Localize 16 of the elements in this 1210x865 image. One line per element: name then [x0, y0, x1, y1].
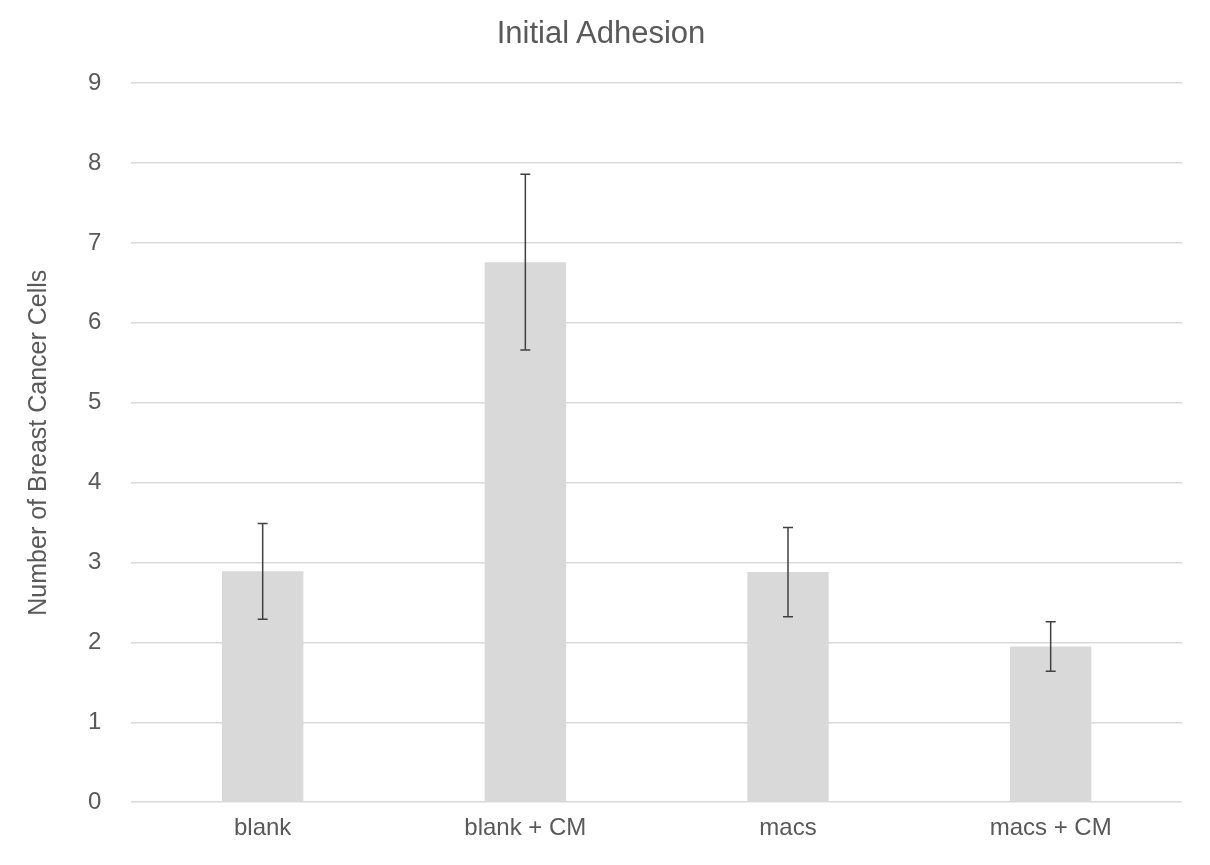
y-tick-label: 5 [87, 387, 102, 415]
x-tick-label: blank + CM [464, 813, 587, 841]
y-tick-label: 1 [87, 706, 102, 734]
y-tick-label: 4 [87, 467, 102, 495]
x-tick-label: blank [233, 813, 293, 841]
x-tick-label: macs + CM [989, 813, 1112, 841]
y-tick-label: 7 [87, 227, 102, 255]
x-tick-label: macs [759, 813, 817, 841]
y-tick-label: 0 [87, 786, 102, 814]
y-tick-label: 6 [87, 307, 102, 335]
y-tick-label: 9 [87, 67, 102, 95]
y-axis-title: Number of Breast Cancer Cells [22, 269, 51, 616]
y-tick-label: 8 [87, 147, 102, 175]
y-tick-label: 2 [87, 627, 102, 655]
y-tick-label: 3 [87, 547, 102, 575]
chart-title: Initial Adhesion [496, 15, 706, 51]
